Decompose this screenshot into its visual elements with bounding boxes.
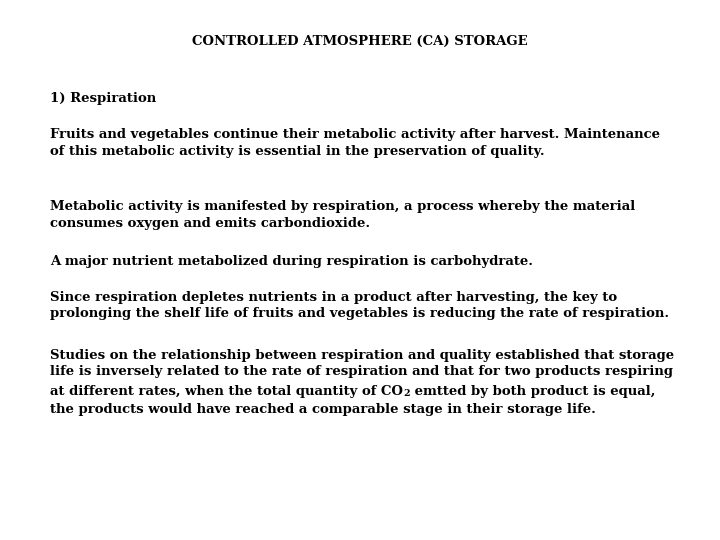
Text: at different rates, when the total quantity of CO: at different rates, when the total quant… — [50, 385, 403, 398]
Text: Since respiration depletes nutrients in a product after harvesting, the key to
p: Since respiration depletes nutrients in … — [50, 291, 669, 321]
Text: emtted by both product is equal,: emtted by both product is equal, — [410, 385, 655, 398]
Text: the products would have reached a comparable stage in their storage life.: the products would have reached a compar… — [50, 403, 596, 416]
Text: CONTROLLED ATMOSPHERE (CA) STORAGE: CONTROLLED ATMOSPHERE (CA) STORAGE — [192, 35, 528, 48]
Text: 1) Respiration: 1) Respiration — [50, 92, 156, 105]
Text: Fruits and vegetables continue their metabolic activity after harvest. Maintenan: Fruits and vegetables continue their met… — [50, 128, 660, 158]
Text: Metabolic activity is manifested by respiration, a process whereby the material
: Metabolic activity is manifested by resp… — [50, 200, 635, 230]
Text: A major nutrient metabolized during respiration is carbohydrate.: A major nutrient metabolized during resp… — [50, 255, 533, 268]
Text: 2: 2 — [403, 389, 410, 398]
Text: Studies on the relationship between respiration and quality established that sto: Studies on the relationship between resp… — [50, 349, 674, 379]
